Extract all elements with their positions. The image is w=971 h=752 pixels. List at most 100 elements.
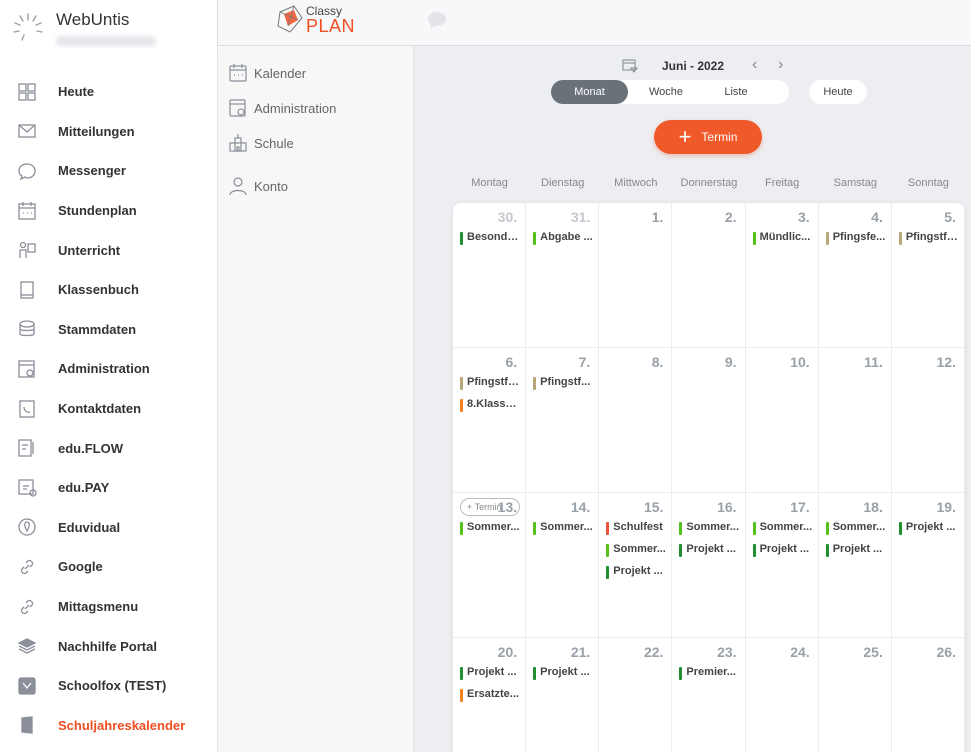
day-number: 13. [497, 499, 518, 515]
add-event-button[interactable]: + Termin [654, 120, 762, 154]
weekday-label: Montag [471, 177, 508, 189]
calendar-event[interactable]: Pfingstfe... [898, 231, 961, 247]
sidebar-item-nachhilfe-portal[interactable]: Nachhilfe Portal [0, 626, 218, 666]
month-grid: 30. Besonde... 31. Abgabe ... 1. 2. 3. Mündlic.… [453, 203, 965, 752]
sidebar-item-edu-flow[interactable]: edu.FLOW [0, 428, 218, 468]
sidebar-item-stundenplan[interactable]: Stundenplan [0, 191, 218, 231]
sidebar-item-unterricht[interactable]: Unterricht [0, 230, 218, 270]
weekday-label: Donnerstag [680, 177, 738, 189]
day-number: 14. [570, 499, 591, 515]
sidebar-item-messenger[interactable]: Messenger [0, 151, 218, 191]
classyplan-logo[interactable]: Classy PLAN [276, 2, 366, 40]
day-number: 8. [651, 354, 664, 370]
calendar-event[interactable]: Sommer... [606, 543, 668, 559]
day-cell[interactable]: 11. [818, 348, 892, 493]
sidebar-item-klassenbuch[interactable]: Klassenbuch [0, 270, 218, 310]
day-cell[interactable]: 6. Pfingstfe... 8.Klasse ... [453, 348, 527, 493]
calendar-event[interactable]: Sommer... [460, 521, 522, 537]
sidebar-item-schoolfox-test[interactable]: Schoolfox (TEST) [0, 666, 218, 706]
day-cell[interactable]: 10. [745, 348, 819, 493]
day-cell[interactable]: 5. Pfingstfe... [891, 203, 965, 348]
sidebar-item-stammdaten[interactable]: Stammdaten [0, 310, 218, 350]
subnav-item-konto[interactable]: Konto [228, 175, 288, 197]
day-number: 16. [717, 499, 737, 515]
calendar-event[interactable]: Sommer... [752, 521, 815, 537]
day-cell[interactable]: 2. [672, 203, 746, 348]
brand[interactable]: WebUntis [8, 6, 208, 56]
sidebar-item-google[interactable]: Google [0, 547, 218, 587]
calendar-event[interactable]: Pfingstfe... [460, 376, 522, 392]
calendar-event[interactable]: Sommer... [825, 521, 888, 537]
day-cell[interactable]: 20. Projekt ... Ersatzte... [453, 638, 527, 752]
day-number: 17. [790, 499, 810, 515]
calendar-event[interactable]: Sommer... [533, 521, 595, 537]
day-cell[interactable]: 3. Mündlic... [745, 203, 819, 348]
calendar-event[interactable]: Projekt ... [898, 521, 961, 537]
sidebar-item-label: Klassenbuch [58, 282, 139, 298]
day-number: 22. [643, 644, 664, 660]
subnav-item-kalender[interactable]: Kalender [228, 62, 306, 84]
day-cell[interactable]: 17. Sommer... Projekt ... [745, 493, 819, 638]
subnav-item-schule[interactable]: Schule [228, 132, 294, 154]
calendar-event[interactable]: Projekt ... [679, 543, 741, 559]
day-cell[interactable]: + Termin 13. Sommer... [453, 493, 527, 638]
day-cell[interactable]: 8. [599, 348, 673, 493]
day-cell[interactable]: 7. Pfingstf... [526, 348, 600, 493]
calendar-filter-icon[interactable] [622, 58, 638, 74]
view-week-button[interactable]: Woche [648, 86, 684, 98]
school-name-blurred [56, 36, 156, 46]
calendar-event[interactable]: Besonde... [460, 231, 522, 247]
calendar-event[interactable]: Pfingsfe... [825, 231, 888, 247]
calendar-event[interactable]: Projekt ... [752, 543, 815, 559]
day-cell[interactable]: 30. Besonde... [453, 203, 527, 348]
day-cell[interactable]: 25. [819, 638, 892, 752]
calendar-event[interactable]: Mündlic... [752, 231, 815, 247]
day-cell[interactable]: 18. Sommer... Projekt ... [818, 493, 892, 638]
sidebar-item-mitteilungen[interactable]: Mitteilungen [0, 112, 218, 152]
calendar-event[interactable]: 8.Klasse ... [460, 398, 522, 414]
day-cell[interactable]: 4. Pfingsfe... [818, 203, 892, 348]
day-cell[interactable]: 9. [672, 348, 746, 493]
sidebar-item-edu-pay[interactable]: edu.PAY [0, 468, 218, 508]
calendar-event[interactable]: Projekt ... [460, 666, 522, 682]
day-cell[interactable]: 31. Abgabe ... [526, 203, 600, 348]
sidebar-item-label: Kontaktdaten [58, 401, 142, 417]
day-cell[interactable]: 22. [599, 638, 673, 752]
day-cell[interactable]: 15. Schulfest Sommer... Projekt ... [599, 493, 673, 638]
calendar-event[interactable]: Schulfest [606, 521, 668, 537]
day-cell[interactable]: 26. [892, 638, 965, 752]
sidebar-item-mittagsmenu[interactable]: Mittagsmenu [0, 587, 218, 627]
sidebar-item-eduvidual[interactable]: Eduvidual [0, 508, 218, 548]
day-cell[interactable]: 14. Sommer... [526, 493, 600, 638]
sidebar-item-heute[interactable]: Heute [0, 72, 218, 112]
calendar-event[interactable]: Projekt ... [825, 543, 888, 559]
sidebar-item-administration[interactable]: Administration [0, 349, 218, 389]
calendar-event[interactable]: Abgabe ... [533, 231, 595, 247]
admin-settings-icon [16, 358, 38, 380]
day-cell[interactable]: 16. Sommer... Projekt ... [672, 493, 746, 638]
calendar-event[interactable]: Sommer... [679, 521, 741, 537]
sidebar-item-kontaktdaten[interactable]: Kontaktdaten [0, 389, 218, 429]
month-label: Juni - 2022 [662, 59, 725, 73]
day-cell[interactable]: 19. Projekt ... [891, 493, 965, 638]
day-cell[interactable]: 24. [746, 638, 819, 752]
prev-month-button[interactable]: ‹ [752, 56, 758, 73]
main-nav: Heute Mitteilungen Messenger Stundenplan Unt… [0, 72, 218, 745]
calendar-event[interactable]: Pfingstf... [533, 376, 595, 392]
day-cell[interactable]: 21. Projekt ... [526, 638, 600, 752]
day-cell[interactable]: 1. [599, 203, 673, 348]
view-month-button[interactable]: Monat [551, 80, 628, 104]
next-month-button[interactable]: › [778, 56, 784, 73]
calendar-event[interactable]: Projekt ... [606, 565, 668, 581]
day-cell[interactable]: 12. [891, 348, 965, 493]
sidebar-item-schuljahreskalender[interactable]: Schuljahreskalender [0, 706, 218, 746]
chat-bubble-icon[interactable] [426, 10, 448, 30]
quick-add-event-button[interactable]: + Termin [460, 498, 520, 516]
calendar-event[interactable]: Premier... [679, 666, 741, 682]
today-button[interactable]: Heute [809, 80, 867, 104]
subnav-item-administration[interactable]: Administration [228, 97, 336, 119]
view-list-button[interactable]: Liste [724, 86, 748, 98]
calendar-event[interactable]: Ersatzte... [460, 688, 522, 704]
day-cell[interactable]: 23. Premier... [672, 638, 746, 752]
calendar-event[interactable]: Projekt ... [533, 666, 595, 682]
